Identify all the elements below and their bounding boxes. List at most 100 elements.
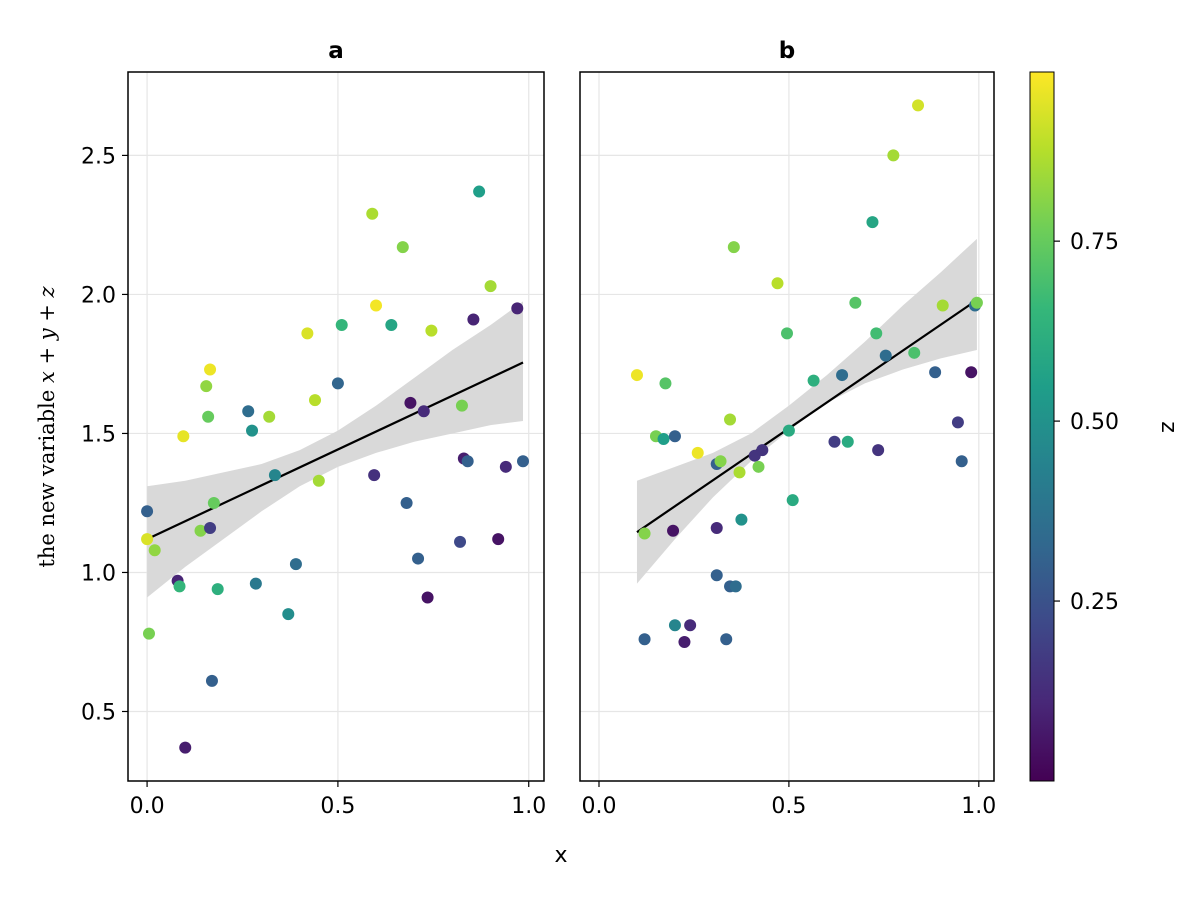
scatter-point <box>807 374 820 387</box>
scatter-point <box>630 369 643 382</box>
scatter-point <box>782 424 795 437</box>
scatter-point <box>148 544 161 557</box>
scatter-point <box>301 327 314 340</box>
scatter-point <box>668 619 681 632</box>
scatter-point <box>752 460 765 473</box>
panel-a-frame <box>127 71 545 782</box>
scatter-point <box>268 469 281 482</box>
scatter-point <box>714 455 727 468</box>
scatter-point <box>141 505 154 518</box>
scatter-point <box>194 524 207 537</box>
x-tick-label: 1.0 <box>511 794 546 819</box>
scatter-point <box>724 413 737 426</box>
fit-line <box>146 361 524 541</box>
scatter-point <box>511 302 524 315</box>
scatter-point <box>396 241 409 254</box>
scatter-point <box>455 399 468 412</box>
scatter-point <box>912 99 925 112</box>
panel-b-frame <box>579 71 995 782</box>
y-axis-label-math: x + y + z <box>35 285 59 383</box>
colorbar-ticks: 0.25 0.50 0.75 <box>1054 230 1119 615</box>
scatter-point <box>492 533 505 546</box>
scatter-point <box>412 552 425 565</box>
scatter-point <box>242 405 255 418</box>
confidence-band <box>636 238 977 584</box>
scatter-point <box>828 435 841 448</box>
colorbar: 0.25 0.50 0.75 z <box>1029 71 1181 782</box>
scatter-point <box>366 207 379 220</box>
scatter-point <box>335 319 348 332</box>
scatter-point <box>263 410 276 423</box>
scatter-point <box>678 635 691 648</box>
x-tick-label: 0.5 <box>320 794 355 819</box>
scatter-point <box>246 424 259 437</box>
panel-a: a 0.0 0.5 1.0 0.5 1.0 1.5 2.0 2.5 <box>81 38 546 819</box>
scatter-point <box>936 299 949 312</box>
y-axis-label-text: the new variable <box>35 383 59 568</box>
colorbar-label: z <box>1156 421 1181 433</box>
scatter-point <box>417 405 430 418</box>
scatter-point <box>659 377 672 390</box>
colorbar-tick-label: 0.25 <box>1070 590 1119 615</box>
scatter-point <box>385 319 398 332</box>
scatter-point <box>870 327 883 340</box>
scatter-point <box>727 241 740 254</box>
panel-b-x-ticks: 0.0 0.5 1.0 <box>581 781 996 819</box>
scatter-point <box>142 627 155 640</box>
scatter-point <box>866 216 879 229</box>
scatter-point <box>289 558 302 571</box>
scatter-point <box>425 324 438 337</box>
panel-b-title: b <box>779 38 795 64</box>
scatter-point <box>467 313 480 326</box>
scatter-point <box>710 569 723 582</box>
scatter-point <box>667 524 680 537</box>
scatter-point <box>970 296 983 309</box>
colorbar-tick-label: 0.75 <box>1070 230 1119 255</box>
scatter-point <box>720 633 733 646</box>
scatter-point <box>517 455 530 468</box>
x-tick-label: 0.5 <box>771 794 806 819</box>
scatter-point <box>141 533 154 546</box>
scatter-point <box>729 580 742 593</box>
colorbar-bar <box>1029 71 1055 782</box>
scatter-point <box>771 277 784 290</box>
fit-line <box>636 299 978 534</box>
scatter-point <box>207 496 220 509</box>
scatter-point <box>872 444 885 457</box>
scatter-point <box>202 410 215 423</box>
scatter-point <box>421 591 434 604</box>
scatter-point <box>312 474 325 487</box>
scatter-point <box>691 446 704 459</box>
panel-a-x-ticks: 0.0 0.5 1.0 <box>130 781 546 819</box>
panel-a-y-ticks: 0.5 1.0 1.5 2.0 2.5 <box>81 144 128 725</box>
panel-b-confidence-band <box>636 238 977 584</box>
scatter-point <box>841 435 854 448</box>
scatter-point <box>177 430 190 443</box>
scatter-point <box>908 346 921 359</box>
scatter-point <box>461 455 474 468</box>
scatter-point <box>204 363 217 376</box>
y-tick-label: 2.0 <box>81 283 116 308</box>
scatter-point <box>638 633 651 646</box>
scatter-point <box>786 494 799 507</box>
panel-a-confidence-band <box>147 301 524 598</box>
scatter-point <box>331 377 344 390</box>
scatter-point <box>668 430 681 443</box>
panel-a-title: a <box>328 38 344 64</box>
scatter-point <box>204 521 217 534</box>
scatter-point <box>173 580 186 593</box>
scatter-point <box>404 396 417 409</box>
panel-b-points <box>630 99 983 648</box>
scatter-point <box>368 469 381 482</box>
scatter-point <box>965 366 978 379</box>
scatter-point <box>836 369 849 382</box>
scatter-point <box>781 327 793 340</box>
y-tick-label: 1.5 <box>81 422 116 447</box>
scatter-point <box>309 394 322 407</box>
panel-b: b 0.0 0.5 1.0 <box>579 38 996 819</box>
y-tick-label: 1.0 <box>81 561 116 586</box>
y-axis-label: the new variable x + y + z <box>35 285 59 567</box>
scatter-point <box>733 466 746 479</box>
scatter-point <box>735 513 748 526</box>
scatter-point <box>955 455 968 468</box>
